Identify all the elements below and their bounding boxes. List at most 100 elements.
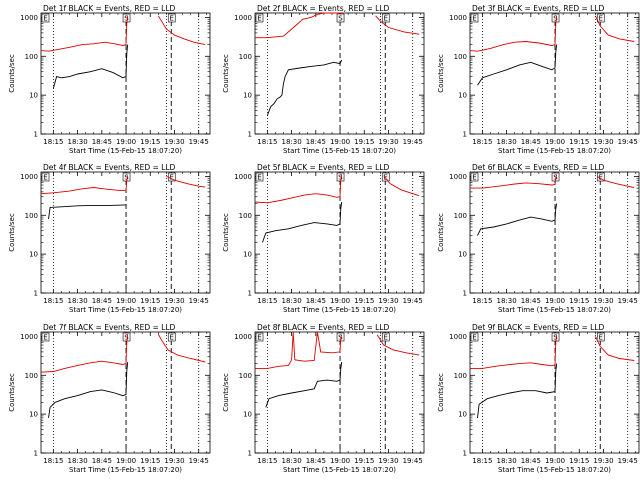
x-tick-label: 18:45 [306, 138, 326, 146]
lld-series-line [594, 15, 635, 42]
x-tick-label: 18:30 [68, 138, 88, 146]
panel-title: Det 9f BLACK = Events, RED = LLD [472, 323, 605, 332]
x-tick-label: 18:45 [92, 297, 112, 305]
marker-label: E [599, 174, 603, 182]
y-tick-label: 1000 [449, 14, 467, 22]
x-tick-label: 18:45 [521, 138, 541, 146]
x-tick-label: 19:15 [140, 457, 160, 465]
x-tick-label: 19:00 [330, 457, 350, 465]
panel-title: Det 8f BLACK = Events, RED = LLD [257, 323, 390, 332]
x-tick-label: 19:15 [569, 138, 589, 146]
x-axis-label: Start Time (15-Feb-15 18:07:20) [283, 147, 396, 155]
marker-box [470, 332, 479, 342]
lld-series-line [40, 175, 129, 195]
marker-box [41, 13, 50, 23]
y-tick-label: 1000 [20, 14, 38, 22]
x-tick-label: 19:45 [618, 138, 638, 146]
y-tick-label: 1000 [20, 173, 38, 181]
lld-series-line [596, 176, 635, 188]
x-tick-label: 18:15 [43, 138, 63, 146]
y-tick-label: 100 [25, 53, 38, 61]
x-axis-label: Start Time (15-Feb-15 18:07:20) [69, 466, 182, 474]
x-axis-label: Start Time (15-Feb-15 18:07:20) [498, 466, 611, 474]
x-axis-label: Start Time (15-Feb-15 18:07:20) [69, 306, 182, 314]
y-tick-label: 100 [25, 372, 38, 380]
panel-title: Det 2f BLACK = Events, RED = LLD [257, 4, 390, 13]
y-tick-label: 1000 [234, 333, 252, 341]
panel-title: Det 4f BLACK = Events, RED = LLD [43, 163, 176, 172]
x-tick-label: 18:30 [68, 457, 88, 465]
events-series-line [48, 204, 127, 220]
x-tick-label: 19:00 [116, 138, 136, 146]
plot-frame [40, 171, 211, 294]
x-tick-label: 19:30 [164, 297, 184, 305]
lld-series-line [254, 174, 343, 204]
x-tick-label: 19:15 [569, 297, 589, 305]
panel-title: Det 7f BLACK = Events, RED = LLD [43, 323, 176, 332]
marker-label: E [170, 15, 174, 23]
panel-title: Det 5f BLACK = Events, RED = LLD [257, 163, 390, 172]
x-axis-label: Start Time (15-Feb-15 18:07:20) [69, 147, 182, 155]
x-tick-label: 19:00 [116, 457, 136, 465]
marker-label: S [124, 174, 129, 182]
marker-box [167, 332, 176, 342]
y-tick-label: 1 [248, 290, 252, 298]
marker-box [255, 172, 264, 182]
x-tick-label: 19:45 [403, 138, 423, 146]
x-tick-label: 19:15 [140, 297, 160, 305]
x-tick-label: 19:30 [593, 138, 613, 146]
x-tick-label: 18:45 [521, 457, 541, 465]
marker-box [41, 332, 50, 342]
y-tick-label: 1000 [234, 14, 252, 22]
detector-panel-8: Det 8f BLACK = Events, RED = LLD 1 10 100 10… [222, 323, 425, 474]
detector-panel-4: Det 4f BLACK = Events, RED = LLD 1 10 100 10… [8, 163, 211, 314]
y-tick-label: 100 [239, 53, 252, 61]
x-tick-label: 19:15 [354, 297, 374, 305]
x-tick-label: 18:15 [257, 297, 277, 305]
x-tick-label: 18:45 [306, 457, 326, 465]
x-tick-label: 18:15 [472, 138, 492, 146]
x-tick-label: 19:00 [545, 138, 565, 146]
x-tick-label: 18:30 [282, 297, 302, 305]
x-tick-label: 18:15 [472, 297, 492, 305]
detector-panel-7: Det 7f BLACK = Events, RED = LLD 1 10 100 10… [8, 323, 211, 474]
y-tick-label: 100 [25, 212, 38, 220]
plot-frame [469, 171, 640, 294]
y-tick-label: 10 [243, 251, 252, 259]
y-axis-label: Counts/sec [222, 213, 230, 252]
plot-frame [254, 331, 425, 454]
x-tick-label: 19:30 [164, 138, 184, 146]
plot-frame [469, 12, 640, 135]
lld-series-line [383, 175, 420, 197]
detector-panel-1: Det 1f BLACK = Events, RED = LLD 1 10 100 10… [8, 4, 211, 155]
x-axis-label: Start Time (15-Feb-15 18:07:20) [498, 147, 611, 155]
lld-series-line [255, 12, 344, 39]
lld-series-line [157, 15, 206, 46]
x-tick-label: 18:15 [257, 138, 277, 146]
marker-label: E [257, 15, 261, 23]
x-tick-label: 19:00 [116, 297, 136, 305]
x-tick-label: 19:45 [189, 457, 209, 465]
events-series-line [477, 363, 558, 418]
y-axis-label: Counts/sec [8, 54, 16, 93]
y-tick-label: 1 [34, 131, 38, 139]
x-tick-label: 19:00 [545, 297, 565, 305]
x-tick-label: 19:15 [354, 457, 374, 465]
y-tick-label: 1 [248, 450, 252, 458]
marker-box [336, 13, 345, 23]
x-tick-label: 19:45 [189, 138, 209, 146]
marker-box [255, 13, 264, 23]
y-tick-label: 1 [463, 290, 467, 298]
lld-series-line [594, 336, 635, 361]
y-tick-label: 100 [454, 53, 467, 61]
x-tick-label: 19:45 [403, 297, 423, 305]
y-tick-label: 100 [239, 212, 252, 220]
marker-label: S [553, 15, 558, 23]
x-tick-label: 19:45 [189, 297, 209, 305]
marker-box [381, 332, 390, 342]
x-tick-label: 19:30 [378, 138, 398, 146]
y-axis-label: Counts/sec [437, 373, 445, 412]
lld-series-line [157, 333, 206, 363]
plot-frame [254, 12, 425, 135]
